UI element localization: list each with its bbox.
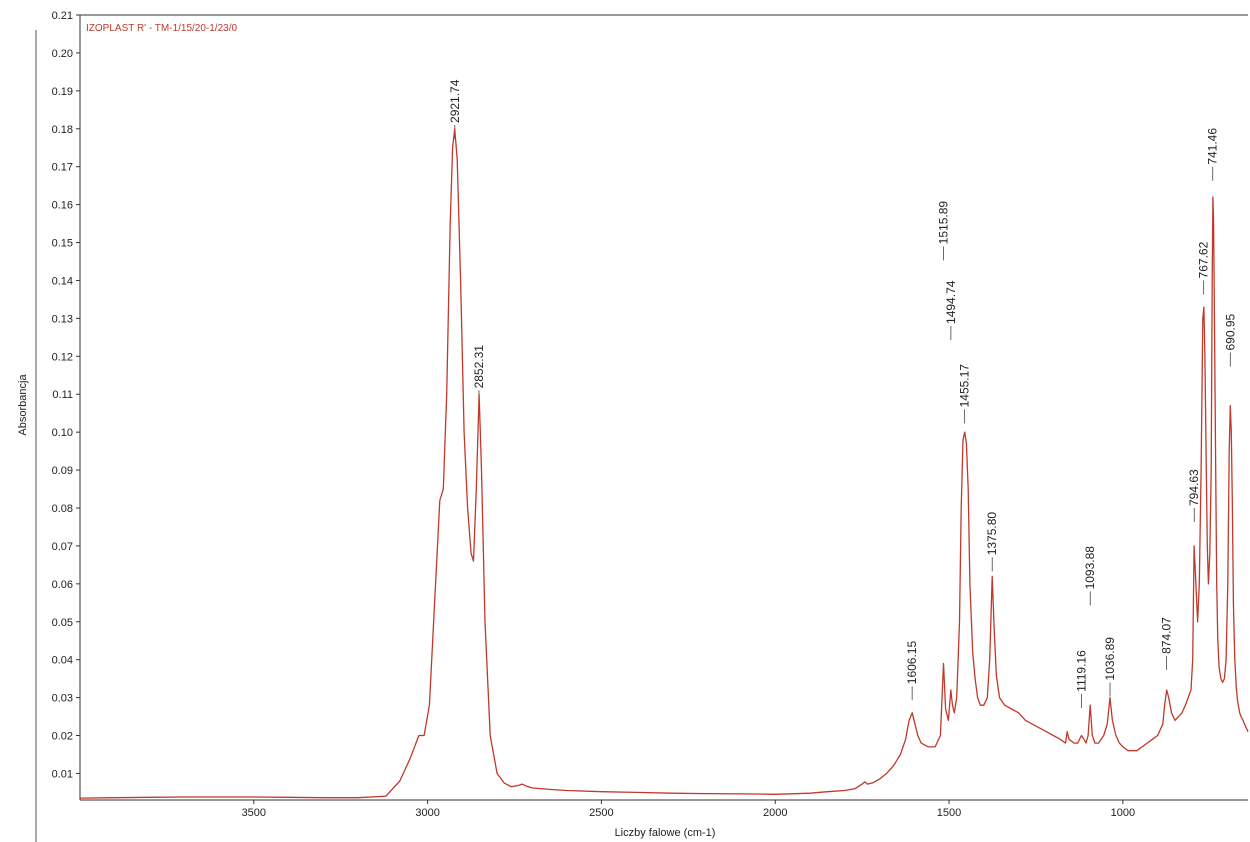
y-tick-label: 0.03 (52, 693, 73, 705)
y-tick-label: 0.14 (52, 275, 73, 287)
x-axis-ticks: 3500 3000 2500 2000 1500 1000 (242, 800, 1135, 819)
y-tick-label: 0.13 (52, 313, 73, 325)
y-tick-label: 0.20 (52, 48, 73, 60)
x-tick-label: 3500 (242, 807, 266, 819)
y-tick-label: 0.12 (52, 351, 73, 363)
x-tick-label: 1500 (937, 807, 961, 819)
y-tick-label: 0.10 (52, 427, 73, 439)
x-tick-label: 2500 (589, 807, 613, 819)
peak-label: 1606.15 (905, 641, 919, 685)
peak-label: 767.62 (1197, 241, 1211, 278)
y-tick-label: 0.06 (52, 579, 73, 591)
x-tick-label: 2000 (763, 807, 787, 819)
peak-label: 874.07 (1160, 617, 1174, 654)
peak-label: 690.95 (1223, 313, 1237, 350)
peak-label: 1119.16 (1074, 650, 1088, 692)
x-tick-label: 3000 (415, 807, 439, 819)
peak-label: 2921.74 (448, 79, 462, 123)
y-tick-label: 0.08 (52, 503, 73, 515)
peak-label: 741.46 (1206, 128, 1220, 165)
y-tick-label: 0.05 (52, 617, 73, 629)
peak-label: 2852.31 (472, 345, 486, 389)
y-tick-label: 0.15 (52, 238, 73, 250)
peak-label: 1515.89 (937, 201, 951, 245)
y-axis-title: Absorbancja (17, 374, 29, 436)
y-tick-label: 0.16 (52, 200, 73, 212)
y-tick-label: 0.09 (52, 465, 73, 477)
y-tick-label: 0.17 (52, 162, 73, 174)
peak-label: 794.63 (1187, 469, 1201, 506)
peak-label: 1036.89 (1103, 637, 1117, 681)
y-tick-label: 0.11 (52, 389, 73, 401)
peak-label: 1455.17 (958, 364, 972, 408)
y-tick-label: 0.21 (52, 10, 73, 22)
spectrum-line (79, 128, 1249, 799)
y-axis-ticks: 0.01 0.02 0.03 0.04 0.05 0.06 0.07 0.08 0.09 0.10… (52, 10, 80, 780)
plot-frame (35, 14, 1248, 842)
y-tick-label: 0.18 (52, 124, 73, 136)
peak-label: 1494.74 (944, 280, 958, 324)
y-tick-label: 0.04 (52, 655, 73, 667)
y-tick-label: 0.01 (52, 768, 73, 780)
peak-markers: 2921.74 2852.31 1606.15 1515.89 1494.74 1455.… (448, 79, 1237, 708)
y-tick-label: 0.07 (52, 541, 73, 553)
peak-label: 1093.88 (1083, 546, 1097, 590)
y-tick-label: 0.02 (52, 731, 73, 743)
x-axis-title: Liczby falowe (cm-1) (615, 827, 716, 839)
x-tick-label: 1000 (1111, 807, 1135, 819)
peak-label: 1375.80 (985, 512, 999, 556)
y-tick-label: 0.19 (52, 86, 73, 98)
chart-title: IZOPLAST R' - TM-1/15/20-1/23/0 (86, 23, 237, 34)
